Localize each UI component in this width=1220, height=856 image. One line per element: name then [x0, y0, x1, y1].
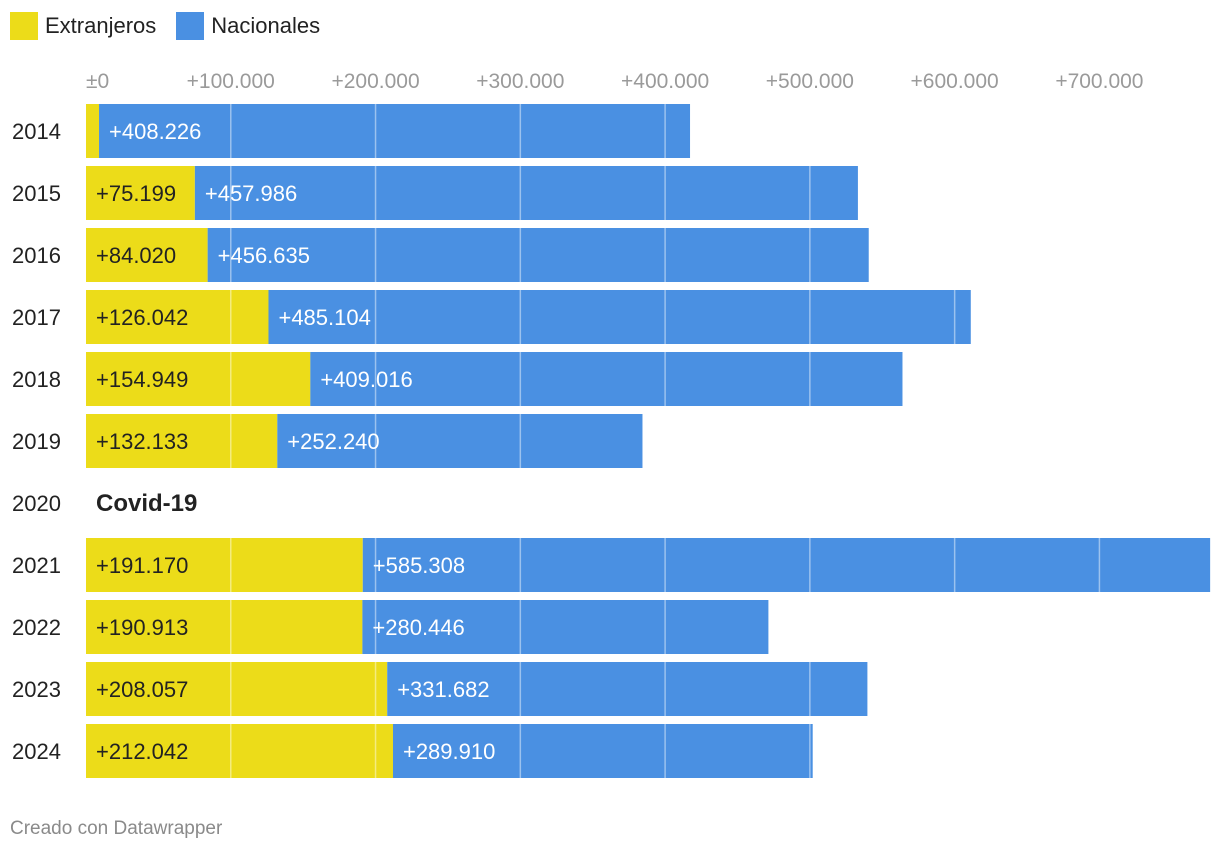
legend-swatch-extranjeros [10, 12, 38, 40]
y-category-label: 2021 [12, 553, 61, 578]
bar-nacionales [207, 228, 869, 282]
x-tick-label: +200.000 [331, 70, 419, 93]
footer-credit: Creado con Datawrapper [10, 818, 223, 839]
x-tick-label: +700.000 [1055, 70, 1143, 93]
x-tick-label: +500.000 [766, 70, 854, 93]
bar-extranjeros [86, 352, 311, 406]
bar-extranjeros [86, 166, 195, 220]
data-label-extranjeros: +154.949 [96, 367, 188, 392]
data-label-nacionales: +456.635 [218, 243, 310, 268]
bar-nacionales [387, 662, 868, 716]
data-label-extranjeros: +132.133 [96, 429, 188, 454]
legend: Extranjeros Nacionales [10, 12, 320, 40]
bar-extranjeros [86, 104, 100, 158]
data-label-extranjeros: +208.057 [96, 677, 188, 702]
annotation-covid: Covid-19 [96, 490, 197, 517]
x-tick-label: +400.000 [621, 70, 709, 93]
legend-label-extranjeros: Extranjeros [45, 13, 157, 38]
data-label-extranjeros: +75.199 [96, 181, 176, 206]
bar-nacionales [99, 104, 691, 158]
bar-extranjeros [86, 600, 363, 654]
x-tick-label: +100.000 [187, 70, 275, 93]
y-category-label: 2019 [12, 429, 61, 454]
data-label-extranjeros: +191.170 [96, 553, 188, 578]
bar-nacionales [268, 290, 971, 344]
bar-nacionales [277, 414, 643, 468]
y-category-label: 2015 [12, 181, 61, 206]
data-label-nacionales: +331.682 [397, 677, 489, 702]
bar-nacionales [310, 352, 903, 406]
bar-extranjeros [86, 228, 208, 282]
data-label-nacionales: +280.446 [372, 615, 464, 640]
data-label-nacionales: +408.226 [109, 119, 201, 144]
y-category-label: 2016 [12, 243, 61, 268]
y-category-label: 2022 [12, 615, 61, 640]
y-category-label: 2023 [12, 677, 61, 702]
data-label-extranjeros: +212.042 [96, 739, 188, 764]
bar-extranjeros [86, 538, 363, 592]
y-category-label: 2017 [12, 305, 61, 330]
data-label-extranjeros: +84.020 [96, 243, 176, 268]
y-category-label: 2024 [12, 739, 61, 764]
y-category-label: 2018 [12, 367, 61, 392]
bar-nacionales [362, 538, 1211, 592]
data-label-nacionales: +252.240 [287, 429, 379, 454]
data-label-extranjeros: +190.913 [96, 615, 188, 640]
y-category-label: 2014 [12, 119, 61, 144]
legend-item-extranjeros: Extranjeros [10, 12, 156, 40]
x-tick-label: +300.000 [476, 70, 564, 93]
bar-extranjeros [86, 724, 393, 778]
bar-extranjeros [86, 414, 278, 468]
data-label-nacionales: +457.986 [205, 181, 297, 206]
bar-nacionales [362, 600, 769, 654]
x-tick-label: +600.000 [911, 70, 999, 93]
data-label-nacionales: +585.308 [373, 553, 465, 578]
legend-item-nacionales: Nacionales [176, 12, 320, 40]
x-tick-label: ±0 [86, 70, 109, 93]
data-label-extranjeros: +126.042 [96, 305, 188, 330]
bar-nacionales [194, 166, 858, 220]
data-label-nacionales: +289.910 [403, 739, 495, 764]
legend-label-nacionales: Nacionales [211, 13, 321, 38]
bar-extranjeros [86, 290, 269, 344]
data-label-nacionales: +485.104 [278, 305, 370, 330]
data-label-nacionales: +409.016 [320, 367, 412, 392]
legend-swatch-nacionales [176, 12, 205, 40]
bar-extranjeros [86, 662, 388, 716]
bar-nacionales [392, 724, 813, 778]
y-category-label: 2020 [12, 491, 61, 516]
